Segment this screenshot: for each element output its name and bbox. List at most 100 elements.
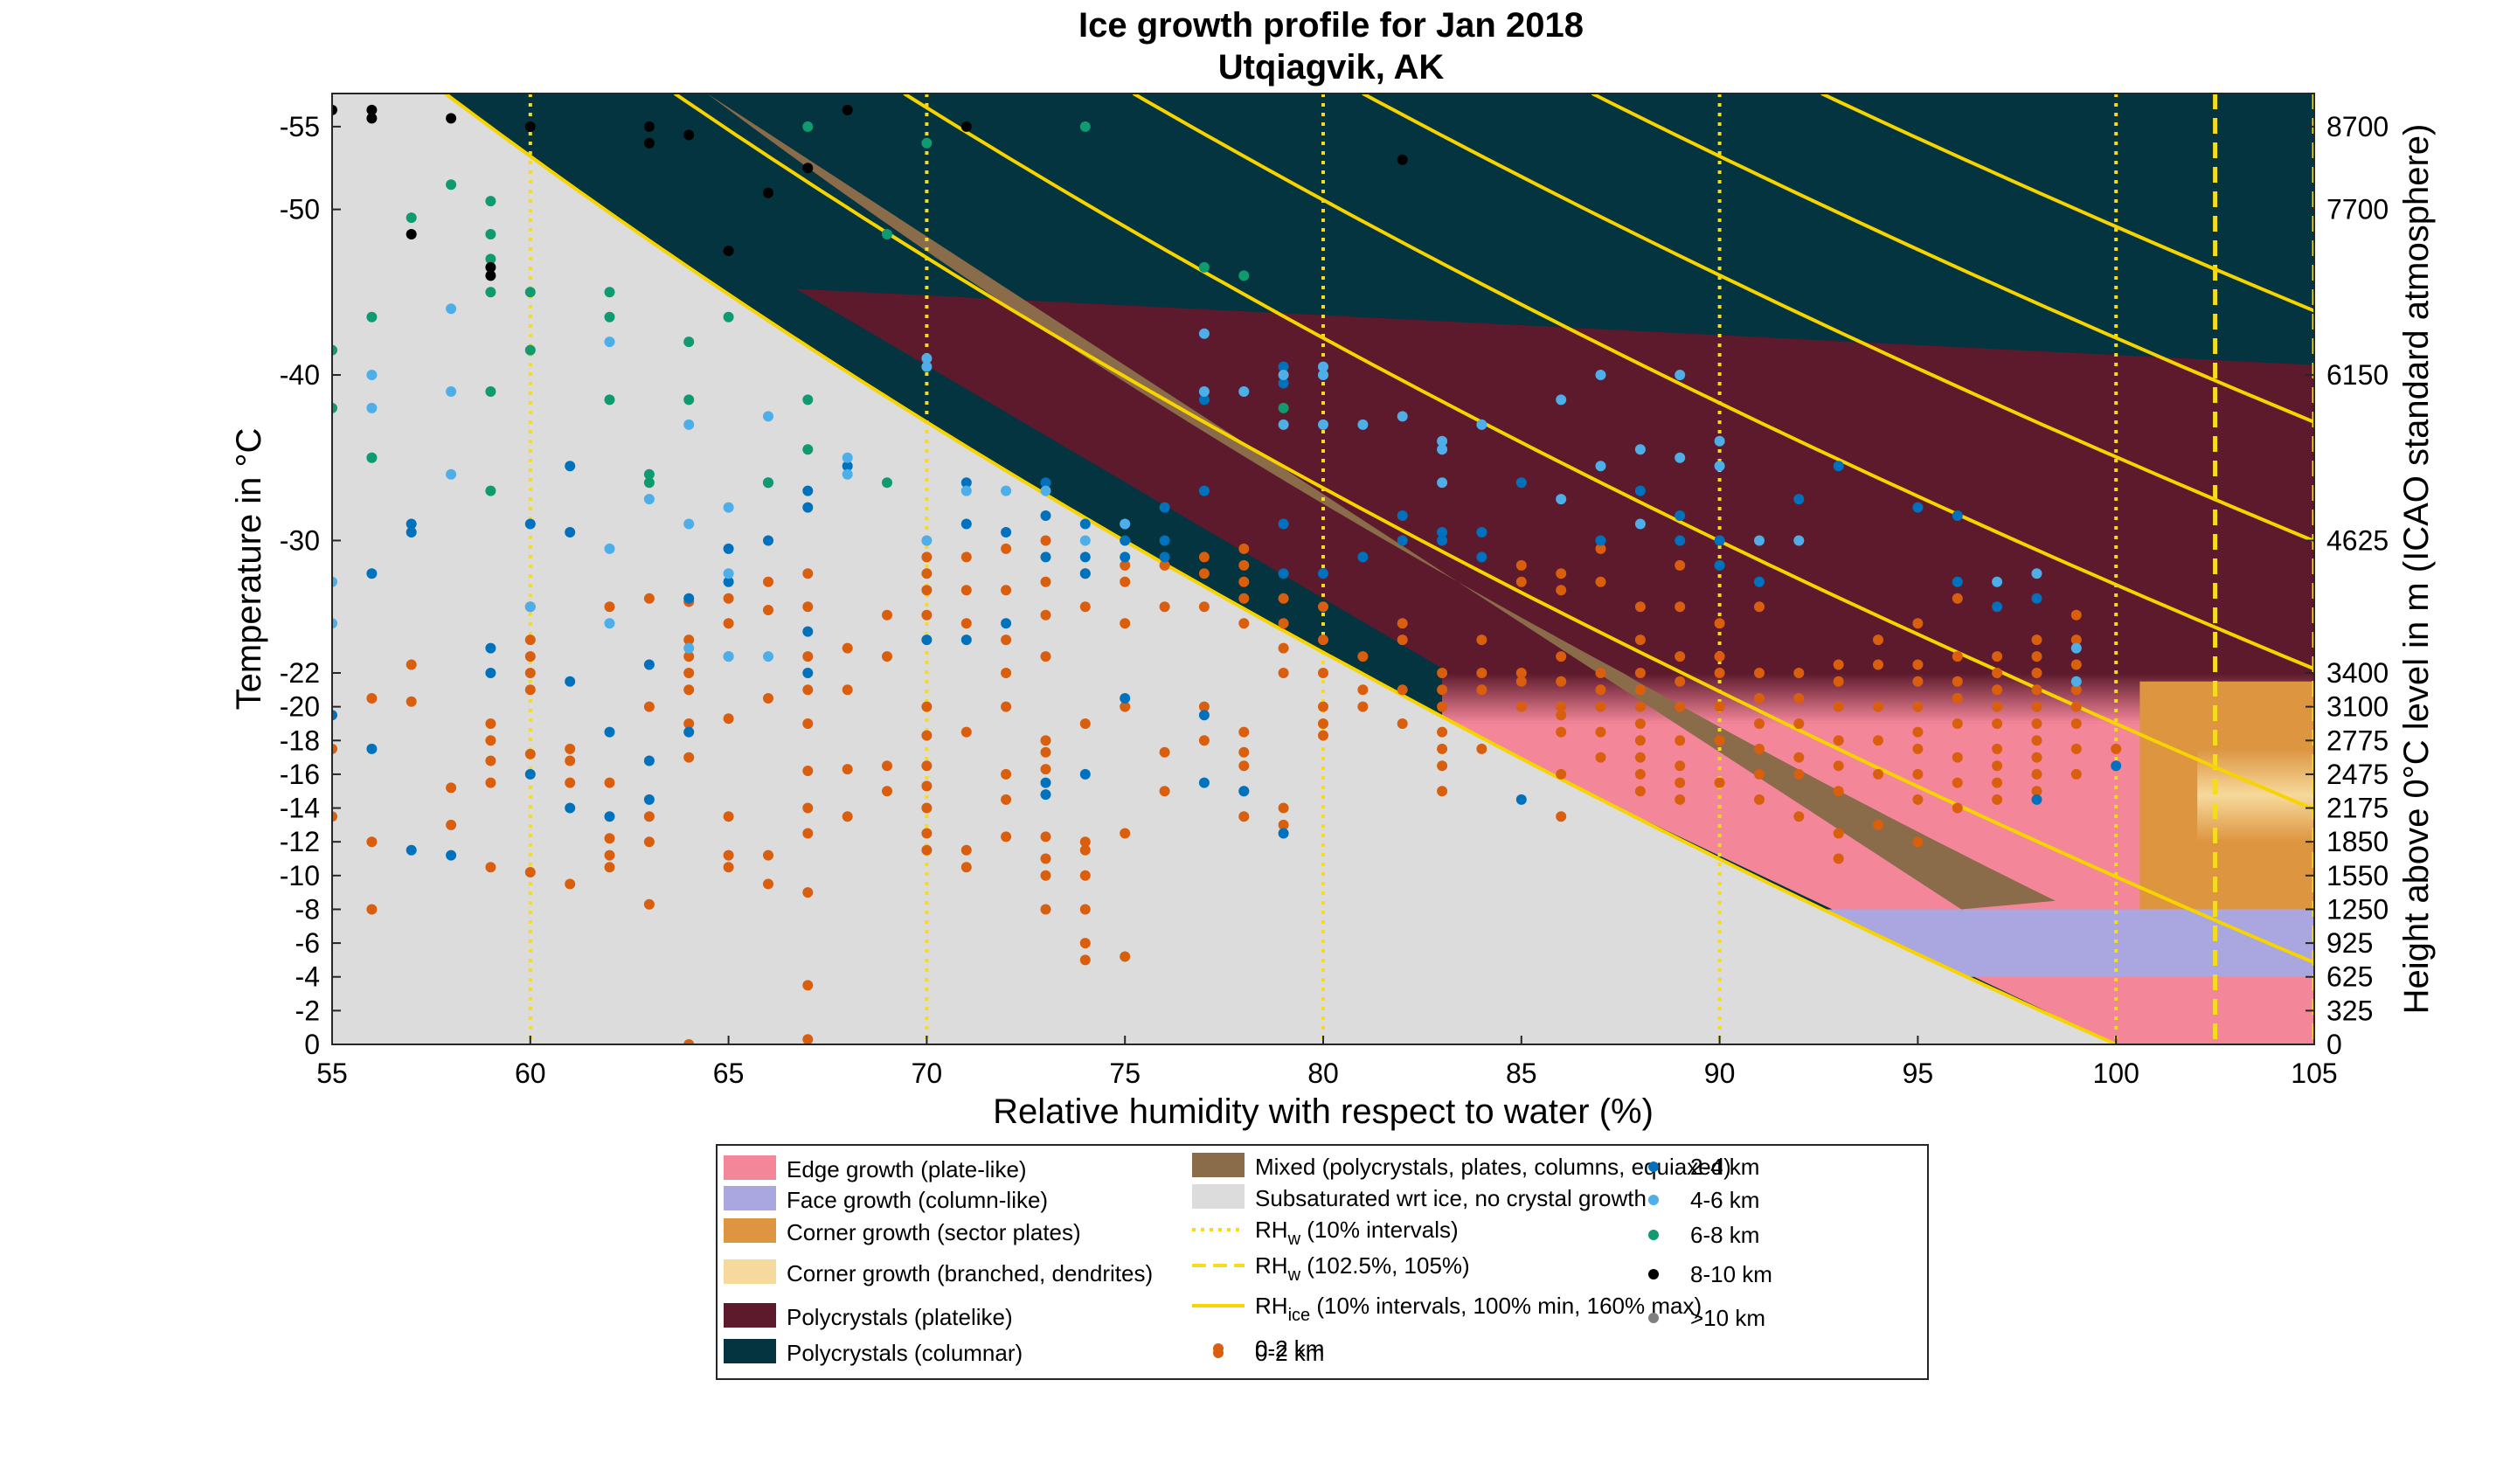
data-point: [1992, 668, 2003, 678]
data-point: [763, 477, 773, 489]
data-point: [1992, 651, 2003, 662]
data-point: [1754, 668, 1765, 678]
series-2-4-km: [332, 361, 2122, 861]
legend-label: Polycrystals (columnar): [787, 1340, 1023, 1366]
data-point: [1873, 635, 1883, 646]
data-point: [604, 336, 615, 348]
data-point: [1476, 527, 1487, 537]
data-point: [1278, 618, 1289, 629]
polycrystal-platelike-region: [795, 288, 2314, 673]
data-point: [1952, 593, 1963, 604]
data-point: [1912, 726, 1924, 738]
data-point: [2070, 743, 2082, 754]
data-point: [1238, 746, 1250, 758]
x-tick-label: 85: [1506, 1058, 1537, 1089]
data-point: [960, 618, 972, 629]
data-point: [921, 780, 933, 792]
data-point: [406, 844, 417, 856]
data-point: [2031, 794, 2042, 805]
data-point: [1912, 701, 1924, 712]
data-point: [921, 137, 933, 149]
data-point: [1001, 668, 1012, 678]
data-point: [1634, 752, 1646, 763]
data-point: [565, 461, 576, 472]
data-point: [1040, 904, 1051, 915]
legend-marker: [1648, 1162, 1659, 1172]
data-point: [1040, 831, 1051, 843]
data-point: [1833, 786, 1844, 797]
data-point: [1437, 477, 1448, 489]
data-point: [802, 887, 814, 898]
data-point: [802, 684, 814, 696]
data-point: [332, 710, 337, 721]
y-tick-label: -55: [280, 111, 320, 142]
data-point: [1159, 746, 1170, 758]
legend-label: Corner growth (sector plates): [787, 1219, 1081, 1245]
legend-label: 8-10 km: [1690, 1261, 1772, 1287]
data-point: [1833, 676, 1844, 687]
data-point: [1001, 543, 1012, 554]
data-point: [1634, 601, 1646, 613]
data-point: [1001, 831, 1012, 843]
data-point: [763, 878, 773, 890]
data-point: [1159, 551, 1170, 563]
data-point: [366, 113, 378, 124]
data-point: [1833, 659, 1844, 670]
data-point: [643, 836, 655, 848]
data-point: [1318, 601, 1328, 613]
data-point: [683, 726, 695, 738]
data-point: [1556, 811, 1567, 822]
data-point: [1714, 777, 1725, 788]
series-4-6-km: [332, 303, 2082, 687]
data-point: [1873, 659, 1883, 670]
data-point: [2111, 743, 2122, 754]
data-point: [1040, 735, 1051, 746]
data-point: [524, 601, 536, 613]
data-point: [1278, 518, 1289, 530]
y2-axis-ticks: 0325625925125015501850217524752775310034…: [2306, 111, 2389, 1060]
data-point: [1397, 684, 1408, 696]
data-point: [960, 121, 972, 132]
data-point: [332, 811, 337, 822]
data-point: [1357, 551, 1369, 563]
data-point: [1515, 668, 1527, 678]
data-point: [366, 452, 378, 463]
data-point: [842, 811, 853, 822]
data-point: [1278, 361, 1289, 372]
data-point: [1476, 635, 1487, 646]
data-point: [1437, 527, 1448, 537]
data-point: [1120, 618, 1131, 629]
rhice-line-160: [1820, 94, 2314, 313]
y2-tick-label: 3400: [2326, 657, 2389, 689]
data-point: [485, 287, 496, 298]
data-point: [763, 605, 773, 615]
data-point: [1238, 786, 1250, 797]
x-tick-label: 100: [2093, 1058, 2139, 1089]
data-point: [960, 477, 972, 489]
data-point: [1793, 718, 1805, 729]
data-point: [960, 726, 972, 738]
chart-subtitle: Utqiagvik, AK: [1218, 48, 1445, 87]
data-point: [1634, 684, 1646, 696]
data-point: [565, 802, 576, 814]
data-point: [1873, 819, 1883, 830]
data-point: [1318, 718, 1328, 729]
data-point: [1120, 693, 1131, 704]
data-point: [1079, 518, 1091, 530]
data-point: [1079, 601, 1091, 613]
data-point: [1675, 535, 1686, 546]
data-point: [643, 137, 655, 149]
data-point: [1793, 752, 1805, 763]
y-axis-label: Temperature in °C: [230, 428, 268, 711]
data-point: [604, 811, 615, 822]
data-point: [406, 527, 417, 537]
data-point: [1992, 794, 2003, 805]
data-point: [1556, 394, 1567, 406]
data-point: [763, 576, 773, 587]
data-point: [1912, 676, 1924, 687]
data-point: [446, 303, 457, 315]
data-point: [1040, 510, 1051, 521]
data-point: [1952, 693, 1963, 704]
data-point: [485, 735, 496, 746]
